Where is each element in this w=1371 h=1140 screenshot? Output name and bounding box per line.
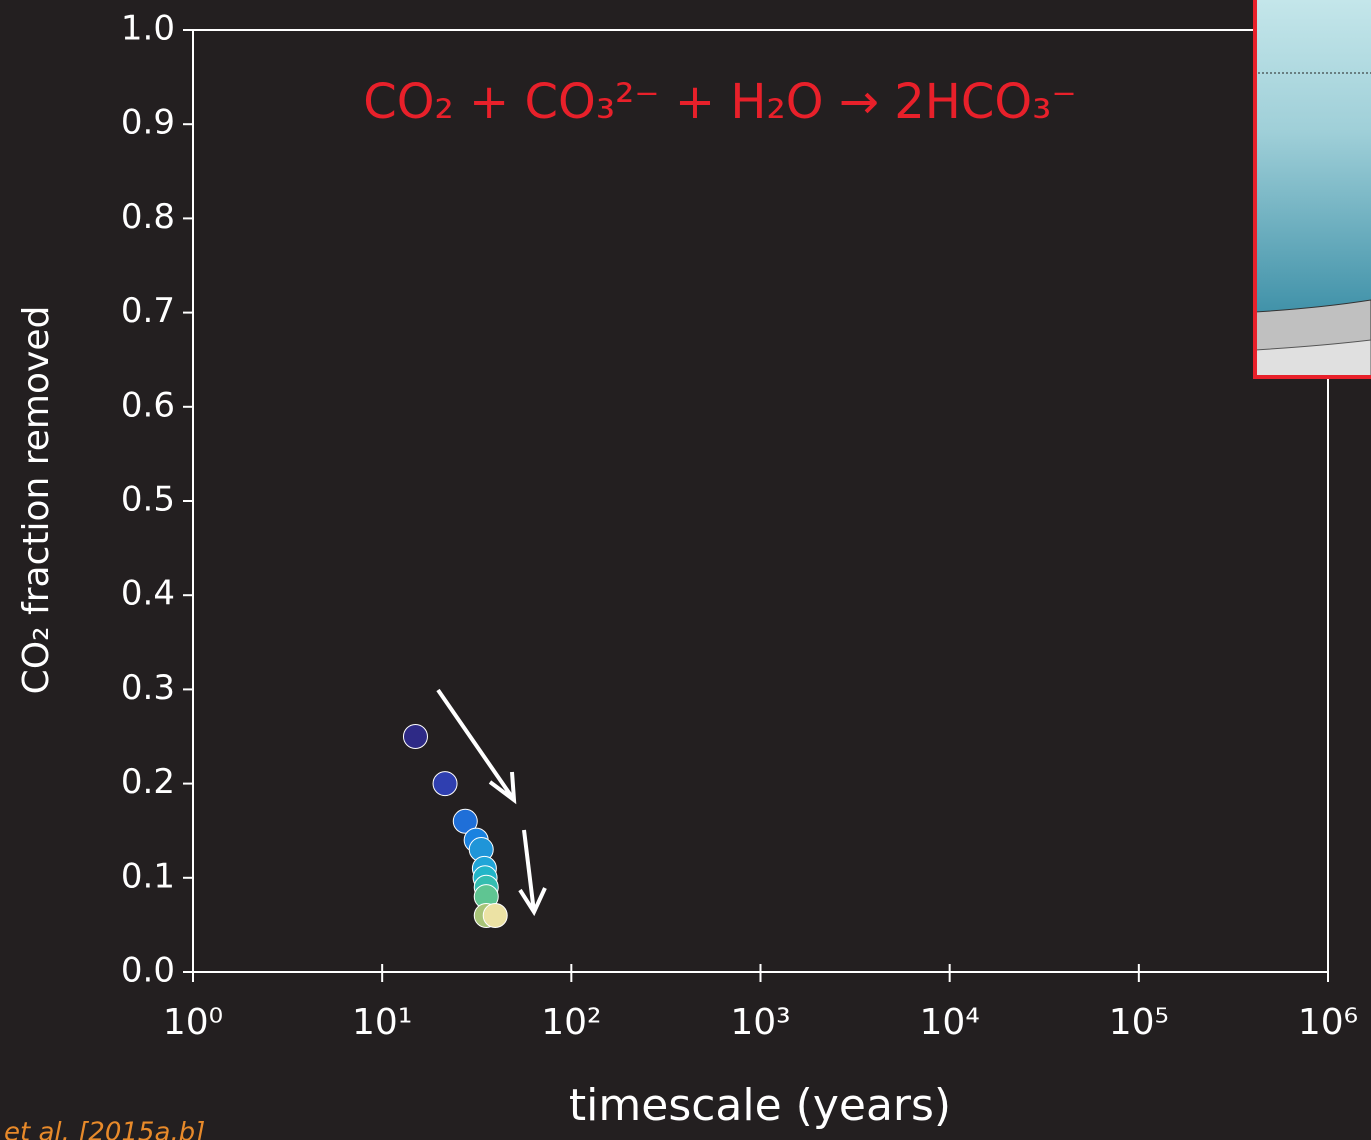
x-tick-label: 10¹ xyxy=(352,1002,412,1043)
y-tick-label: 0.2 xyxy=(121,762,175,802)
ocean-inset xyxy=(1253,0,1371,379)
x-tick-label: 10⁶ xyxy=(1298,1002,1358,1043)
arrow xyxy=(518,829,547,917)
data-point xyxy=(452,808,478,834)
data-point xyxy=(482,902,508,928)
y-axis-label: CO₂ fraction removed xyxy=(16,306,57,695)
inset-border xyxy=(1253,0,1371,379)
y-tick-label: 0.6 xyxy=(121,385,175,425)
y-tick-label: 1.0 xyxy=(121,9,175,49)
data-point xyxy=(402,724,428,749)
y-tick-label: 0.7 xyxy=(121,291,175,331)
y-tick-label: 0.9 xyxy=(121,103,175,143)
y-tick-label: 0.3 xyxy=(121,668,175,708)
arrows xyxy=(436,688,547,917)
y-tick-label: 0.1 xyxy=(121,856,175,896)
x-tick-label: 10⁰ xyxy=(163,1002,223,1043)
y-tick-label: 0.4 xyxy=(121,574,175,614)
y-tick-label: 0.5 xyxy=(121,480,175,520)
x-tick-label: 10³ xyxy=(730,1002,790,1043)
x-axis-label: timescale (years) xyxy=(569,1080,951,1131)
y-tick-label: 0.0 xyxy=(121,951,175,991)
x-tick-label: 10⁴ xyxy=(920,1002,980,1043)
x-tick-label: 10⁵ xyxy=(1109,1002,1169,1043)
y-tick-label: 0.8 xyxy=(121,197,175,237)
equation-annotation: CO₂ + CO₃²⁻ + H₂O → 2HCO₃⁻ xyxy=(363,74,1076,130)
x-tick-label: 10² xyxy=(541,1002,601,1043)
data-point xyxy=(432,771,458,797)
arrow xyxy=(436,688,517,805)
inset-sediment xyxy=(1254,339,1371,378)
citation: et al. [2015a,b] xyxy=(4,1118,205,1140)
